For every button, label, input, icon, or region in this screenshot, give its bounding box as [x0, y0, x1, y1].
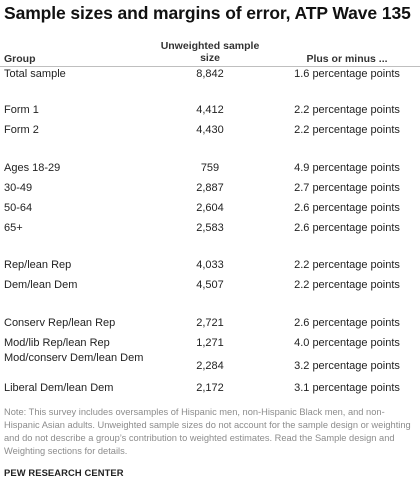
group-cell: Conserv Rep/lean Rep [4, 317, 116, 329]
sample-size-cell: 2,604 [196, 202, 224, 214]
group-cell: Mod/lib Rep/lean Rep [4, 337, 110, 349]
moe-cell: 2.2 percentage points [294, 104, 400, 116]
moe-cell: 2.2 percentage points [294, 124, 400, 136]
moe-cell: 4.0 percentage points [294, 337, 400, 349]
sample-size-cell: 759 [200, 162, 220, 174]
group-cell: Form 2 [4, 124, 39, 136]
moe-cell: 2.6 percentage points [294, 222, 400, 234]
sample-size-cell: 1,271 [196, 337, 224, 349]
moe-cell: 1.6 percentage points [294, 68, 400, 80]
moe-column-header: Plus or minus ... [306, 53, 388, 65]
sample-size-cell: 2,887 [196, 182, 224, 194]
group-cell: Mod/conserv Dem/lean Dem [4, 352, 144, 364]
sample-size-column-header: Unweighted sample size [160, 40, 260, 64]
moe-cell: 4.9 percentage points [294, 162, 400, 174]
group-column-header: Group [4, 53, 36, 65]
group-cell: Dem/lean Dem [4, 279, 78, 291]
moe-cell: 3.1 percentage points [294, 382, 400, 394]
group-cell: Ages 18-29 [4, 162, 61, 174]
sample-size-cell: 2,284 [196, 360, 224, 372]
footnote: Note: This survey includes oversamples o… [4, 407, 411, 456]
moe-cell: 3.2 percentage points [294, 360, 400, 372]
source-credit: PEW RESEARCH CENTER [4, 467, 124, 478]
sample-size-cell: 8,842 [196, 68, 224, 80]
moe-cell: 2.2 percentage points [294, 279, 400, 291]
sample-size-cell: 4,507 [196, 279, 224, 291]
sample-size-cell: 2,583 [196, 222, 224, 234]
sample-size-cell: 4,033 [196, 259, 224, 271]
group-cell: Liberal Dem/lean Dem [4, 382, 114, 394]
header-divider [0, 66, 420, 67]
sample-size-cell: 2,721 [196, 317, 224, 329]
sample-size-cell: 2,172 [196, 382, 224, 394]
group-cell: Total sample [4, 68, 66, 80]
sample-size-cell: 4,430 [196, 124, 224, 136]
group-cell: 50-64 [4, 202, 33, 214]
page-title: Sample sizes and margins of error, ATP W… [4, 3, 411, 23]
group-cell: Form 1 [4, 104, 39, 116]
moe-cell: 2.6 percentage points [294, 202, 400, 214]
group-cell: Rep/lean Rep [4, 259, 72, 271]
moe-cell: 2.2 percentage points [294, 259, 400, 271]
group-cell: 30-49 [4, 182, 33, 194]
sample-size-cell: 4,412 [196, 104, 224, 116]
moe-cell: 2.7 percentage points [294, 182, 400, 194]
group-cell: 65+ [4, 222, 23, 234]
moe-cell: 2.6 percentage points [294, 317, 400, 329]
